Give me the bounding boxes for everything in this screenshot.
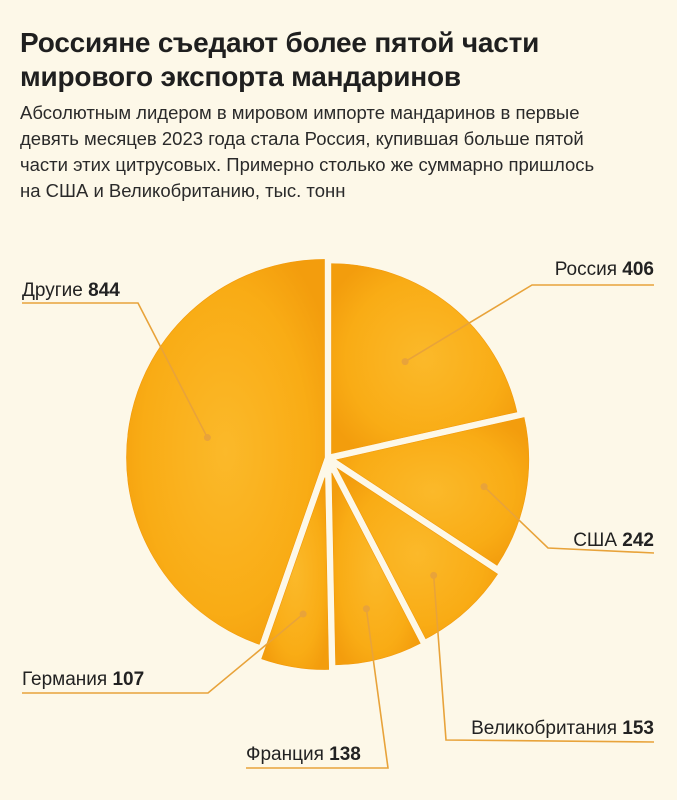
leader-line-6: [22, 302, 209, 438]
title-line-1: Россияне съедают более пятой части: [20, 27, 540, 58]
slice-label-5: Германия 107: [22, 669, 144, 690]
pie-slice-3: [336, 467, 498, 640]
slice-label-name: Россия: [555, 259, 623, 280]
slice-label-1: Россия 406: [555, 259, 654, 280]
pie-slice-2: [336, 417, 530, 566]
slice-label-value: 242: [622, 530, 654, 551]
subtitle-line-4: на США и Великобританию, тыс. тонн: [20, 180, 346, 201]
pie-slice-6: [126, 259, 325, 645]
pie-slice-5: [261, 477, 330, 670]
leader-lines: [22, 284, 655, 769]
slice-label-name: Германия: [22, 669, 112, 690]
leader-line-3: [432, 575, 655, 743]
slice-label-value: 406: [622, 259, 654, 280]
chart-subtitle: Абсолютным лидером в мировом импорте ман…: [20, 100, 660, 204]
slice-label-4: Франция 138: [246, 744, 361, 765]
slice-label-name: Великобритания: [471, 718, 622, 739]
chart-title: Россияне съедают более пятой части миров…: [20, 26, 660, 94]
slice-label-value: 153: [622, 718, 654, 739]
pie-slice-1: [331, 263, 518, 455]
leader-line-2: [483, 486, 655, 554]
leader-line-1: [404, 284, 654, 363]
slice-label-value: 138: [329, 744, 361, 765]
slice-label-6: Другие 844: [22, 280, 120, 301]
slice-label-value: 844: [88, 280, 120, 301]
subtitle-line-3: части этих цитрусовых. Примерно столько …: [20, 154, 595, 175]
subtitle-line-2: девять месяцев 2023 года стала Россия, к…: [20, 128, 584, 149]
slice-label-2: США 242: [573, 530, 654, 551]
slice-label-value: 107: [112, 669, 144, 690]
leader-line-4: [246, 608, 389, 769]
subtitle-line-1: Абсолютным лидером в мировом импорте ман…: [20, 102, 580, 123]
leader-line-5: [22, 613, 304, 694]
slice-label-3: Великобритания 153: [471, 718, 654, 739]
pie-slices: [126, 259, 530, 670]
slice-label-name: США: [573, 530, 622, 551]
slice-label-name: Другие: [22, 280, 88, 301]
slice-labels: Россия 406 США 242 Великобритания 153 Франц…: [22, 259, 654, 765]
title-line-2: мирового экспорта мандаринов: [20, 61, 461, 92]
pie-slice-4: [331, 472, 421, 666]
slice-label-name: Франция: [246, 744, 329, 765]
